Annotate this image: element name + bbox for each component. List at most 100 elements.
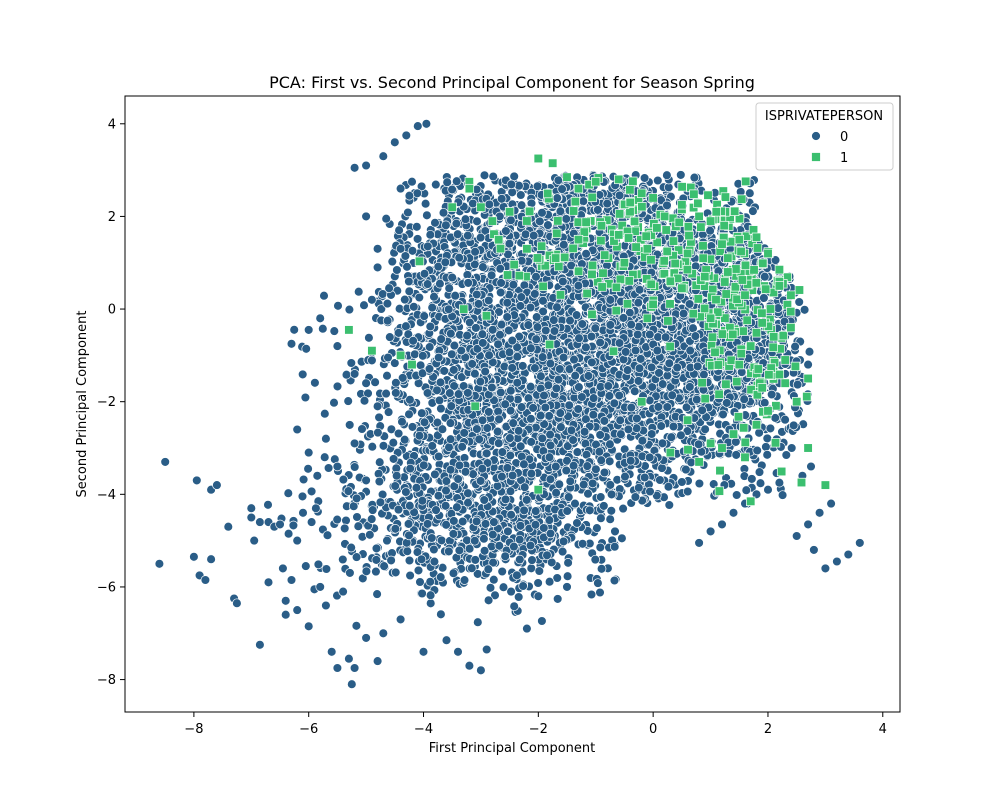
point-circle-class-0 bbox=[664, 358, 675, 369]
point-circle-class-0 bbox=[685, 382, 695, 392]
point-circle-class-0 bbox=[588, 409, 599, 420]
point-circle-class-0 bbox=[333, 301, 343, 311]
point-circle-class-0 bbox=[501, 226, 511, 236]
point-circle-class-0 bbox=[605, 514, 615, 524]
point-circle-class-0 bbox=[512, 351, 523, 362]
point-circle-class-0 bbox=[318, 323, 328, 334]
point-circle-class-0 bbox=[419, 417, 430, 428]
point-circle-class-0 bbox=[544, 452, 555, 462]
point-circle-class-0 bbox=[705, 225, 715, 236]
point-circle-class-0 bbox=[319, 452, 330, 462]
point-circle-class-0 bbox=[528, 403, 538, 413]
point-circle-class-0 bbox=[425, 321, 436, 332]
point-circle-class-0 bbox=[519, 459, 529, 469]
point-circle-class-0 bbox=[472, 289, 482, 300]
point-circle-class-0 bbox=[449, 340, 460, 351]
point-circle-class-0 bbox=[586, 331, 597, 342]
point-circle-class-0 bbox=[367, 355, 377, 366]
point-circle-class-0 bbox=[405, 395, 415, 405]
point-circle-class-0 bbox=[570, 370, 580, 381]
point-circle-class-0 bbox=[505, 450, 516, 461]
point-circle-class-0 bbox=[516, 402, 527, 412]
point-circle-class-0 bbox=[618, 503, 628, 514]
point-circle-class-0 bbox=[662, 370, 673, 381]
point-circle-class-0 bbox=[591, 464, 601, 475]
point-circle-class-0 bbox=[662, 402, 673, 412]
point-circle-class-0 bbox=[473, 299, 484, 309]
point-circle-class-0 bbox=[684, 299, 695, 309]
point-circle-class-0 bbox=[391, 378, 401, 388]
point-circle-class-0 bbox=[505, 486, 516, 496]
point-circle-class-0 bbox=[434, 395, 445, 406]
point-circle-class-0 bbox=[596, 455, 606, 465]
point-circle-class-0 bbox=[536, 371, 546, 381]
point-circle-class-0 bbox=[762, 450, 772, 460]
point-circle-class-0 bbox=[414, 430, 425, 441]
point-circle-class-0 bbox=[497, 447, 508, 457]
point-circle-class-0 bbox=[799, 305, 810, 315]
point-circle-class-0 bbox=[630, 345, 641, 356]
point-circle-class-0 bbox=[657, 379, 668, 389]
point-circle-class-0 bbox=[526, 414, 536, 424]
point-circle-class-0 bbox=[445, 418, 456, 428]
point-circle-class-0 bbox=[502, 312, 512, 322]
point-circle-class-0 bbox=[620, 347, 631, 357]
point-circle-class-0 bbox=[451, 176, 462, 186]
point-circle-class-0 bbox=[552, 594, 563, 604]
point-circle-class-0 bbox=[657, 438, 668, 449]
point-circle-class-0 bbox=[653, 402, 664, 412]
point-circle-class-0 bbox=[537, 352, 548, 362]
point-circle-class-0 bbox=[425, 229, 436, 240]
point-circle-class-0 bbox=[614, 390, 624, 401]
point-circle-class-0 bbox=[571, 310, 582, 320]
point-circle-class-0 bbox=[765, 423, 776, 434]
point-circle-class-0 bbox=[672, 362, 682, 373]
point-circle-class-0 bbox=[545, 429, 555, 440]
point-circle-class-0 bbox=[615, 415, 625, 426]
point-circle-class-0 bbox=[412, 222, 422, 232]
point-circle-class-0 bbox=[777, 490, 788, 500]
point-circle-class-0 bbox=[622, 365, 633, 375]
point-circle-class-0 bbox=[551, 461, 561, 472]
point-circle-class-0 bbox=[382, 298, 393, 309]
point-circle-class-0 bbox=[493, 339, 503, 350]
point-circle-class-0 bbox=[382, 370, 392, 381]
point-circle-class-0 bbox=[472, 216, 482, 227]
point-circle-class-0 bbox=[531, 272, 541, 282]
point-circle-class-0 bbox=[378, 441, 389, 451]
point-circle-class-0 bbox=[792, 379, 803, 390]
point-circle-class-0 bbox=[427, 302, 437, 313]
point-circle-class-0 bbox=[490, 590, 500, 601]
point-circle-class-0 bbox=[565, 476, 576, 487]
point-circle-class-0 bbox=[300, 392, 311, 403]
point-circle-class-0 bbox=[420, 198, 431, 209]
point-circle-class-0 bbox=[438, 207, 449, 218]
point-circle-class-0 bbox=[752, 445, 762, 456]
point-circle-class-0 bbox=[590, 323, 601, 333]
point-circle-class-0 bbox=[507, 335, 518, 346]
point-circle-class-0 bbox=[581, 414, 591, 424]
point-circle-class-0 bbox=[540, 402, 551, 413]
point-circle-class-0 bbox=[359, 300, 369, 310]
point-circle-class-0 bbox=[605, 295, 616, 305]
point-circle-class-0 bbox=[394, 225, 404, 235]
point-circle-class-0 bbox=[551, 488, 561, 498]
point-circle-class-0 bbox=[397, 416, 407, 427]
point-circle-class-0 bbox=[563, 492, 574, 502]
point-circle-class-0 bbox=[731, 450, 741, 460]
point-circle-class-0 bbox=[639, 173, 650, 183]
point-circle-class-0 bbox=[507, 363, 517, 373]
point-circle-class-0 bbox=[463, 278, 473, 288]
point-circle-class-0 bbox=[459, 428, 469, 438]
point-circle-class-0 bbox=[644, 452, 655, 463]
point-circle-class-0 bbox=[708, 479, 719, 489]
point-circle-class-0 bbox=[474, 434, 484, 445]
point-circle-class-0 bbox=[477, 415, 488, 426]
point-circle-class-0 bbox=[664, 500, 675, 510]
point-circle-class-0 bbox=[558, 352, 569, 363]
point-circle-class-0 bbox=[568, 435, 578, 445]
point-circle-class-0 bbox=[435, 377, 446, 388]
point-circle-class-0 bbox=[656, 421, 666, 431]
point-circle-class-0 bbox=[487, 382, 497, 393]
point-circle-class-0 bbox=[549, 315, 559, 325]
